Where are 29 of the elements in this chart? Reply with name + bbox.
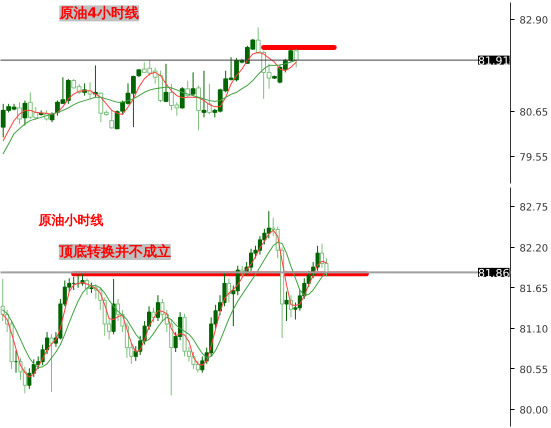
annotation: 顶底转换并不成立 [58, 243, 171, 260]
y-tick-label: 82.90 [520, 16, 548, 27]
candlestick [17, 102, 22, 124]
y-tick-label: 80.65 [520, 108, 548, 119]
y-tick-label: 81.10 [520, 324, 548, 336]
ref-line-label: 81.91 [478, 54, 510, 68]
y-tick-label: 82.75 [520, 202, 548, 214]
candlestick [284, 291, 289, 322]
candlestick [196, 84, 201, 131]
candlestick [109, 110, 114, 130]
candlestick [49, 334, 54, 392]
y-tick-label: 79.55 [520, 152, 548, 164]
y-tick-label: 80.00 [520, 406, 548, 417]
candlestick [190, 72, 196, 96]
candlestick [50, 112, 54, 123]
y-tick-label: 81.65 [520, 284, 548, 295]
candlestick [22, 100, 28, 126]
candlestick [89, 282, 94, 294]
ref-line-label: 81.86 [478, 266, 510, 280]
candlestick [196, 360, 200, 374]
candlestick [206, 83, 212, 115]
chart-title: 原油4小时线 [58, 5, 140, 22]
candlestick [164, 63, 168, 103]
y-tick-label: 82.20 [520, 243, 548, 254]
candlestick [151, 307, 156, 323]
text: 原油小时线 [37, 213, 104, 228]
candlestick [202, 70, 206, 118]
y-tick-label: 80.55 [520, 364, 548, 376]
candlestick [320, 243, 324, 268]
